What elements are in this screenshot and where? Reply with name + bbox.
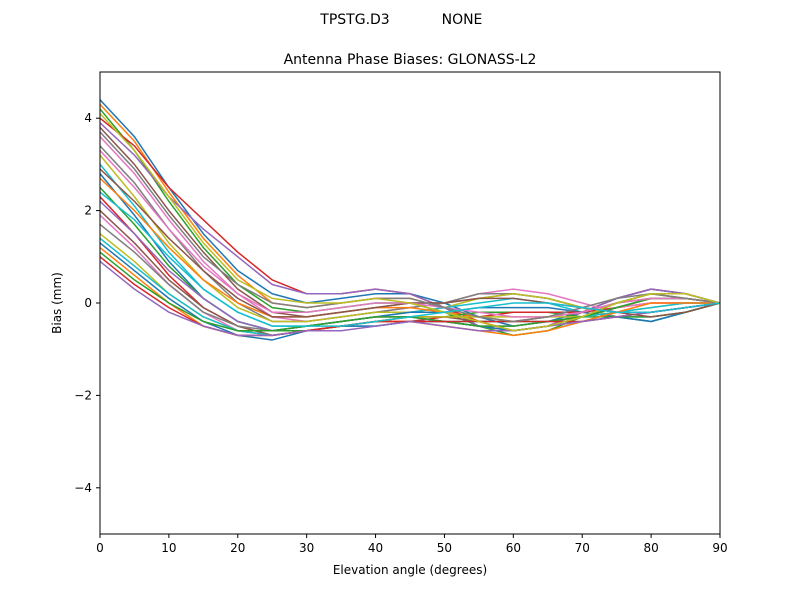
series-line-26 bbox=[100, 168, 720, 318]
y-axis-label: Bias (mm) bbox=[50, 272, 64, 334]
series-line-1 bbox=[100, 99, 720, 327]
x-tick-label: 70 bbox=[575, 541, 590, 555]
series-line-29 bbox=[100, 113, 720, 332]
series-layer bbox=[100, 99, 720, 341]
x-tick-label: 40 bbox=[368, 541, 383, 555]
series-line-30 bbox=[100, 191, 720, 327]
x-tick-label: 50 bbox=[437, 541, 452, 555]
x-tick-label: 90 bbox=[712, 541, 727, 555]
x-tick-label: 80 bbox=[643, 541, 658, 555]
y-tick-label: 4 bbox=[84, 111, 92, 125]
y-tick-label: 2 bbox=[84, 204, 92, 218]
y-tick-label: −2 bbox=[74, 388, 92, 402]
y-tick-label: 0 bbox=[84, 296, 92, 310]
x-axis: 0 10 20 30 40 50 60 70 80 90 bbox=[96, 534, 728, 555]
antenna-name: TPSTG.D3 bbox=[319, 12, 389, 28]
radome-name: NONE bbox=[442, 12, 483, 28]
x-tick-label: 10 bbox=[161, 541, 176, 555]
x-tick-label: 30 bbox=[299, 541, 314, 555]
x-axis-label: Elevation angle (degrees) bbox=[333, 563, 487, 577]
chart-title: Antenna Phase Biases: GLONASS-L2 bbox=[284, 52, 537, 68]
y-tick-label: −4 bbox=[74, 481, 92, 495]
x-tick-label: 0 bbox=[96, 541, 104, 555]
x-tick-label: 20 bbox=[230, 541, 245, 555]
series-line-28 bbox=[100, 131, 720, 323]
series-line-25 bbox=[100, 260, 720, 337]
x-tick-label: 60 bbox=[506, 541, 521, 555]
y-axis: 4 2 0 −2 −4 bbox=[74, 111, 100, 495]
